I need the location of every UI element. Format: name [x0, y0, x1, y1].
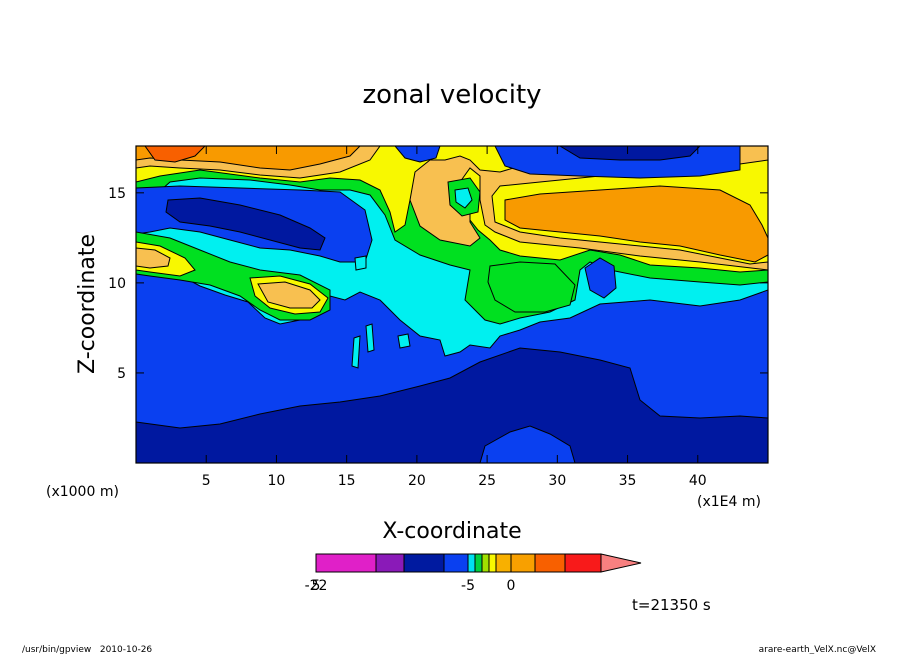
colorbar	[315, 553, 642, 573]
x-tick-label: 10	[268, 473, 286, 489]
colorbar-segment	[315, 553, 377, 573]
colorbar-segment	[375, 553, 405, 573]
y-tick-label: 5	[117, 366, 126, 382]
contour-region-cyan-speck-3	[351, 335, 361, 369]
contour-region-blue-bottom	[479, 425, 576, 463]
y-axis-title: Z-coordinate	[75, 234, 100, 374]
x-tick-label: 5	[202, 473, 211, 489]
contour-region-darkblue-topright	[559, 146, 701, 161]
contour-region-cyan-speck-1	[397, 333, 411, 349]
colorbar-label: 5	[312, 578, 321, 594]
contour-plot	[136, 146, 768, 463]
y-axis: 5 10 15	[108, 186, 768, 382]
contour-region-darkblue-mid	[165, 197, 326, 251]
contour-region-lightorange-tongue	[257, 281, 321, 309]
contour-region-lightorange-left	[136, 247, 171, 269]
colorbar-segment	[510, 553, 536, 573]
x-tick-label: 20	[408, 473, 426, 489]
colorbar-segment	[467, 553, 476, 573]
x-tick-label: 40	[689, 473, 707, 489]
contour-region-green-center	[487, 261, 576, 313]
x-unit-right: (x1E4 m)	[697, 494, 761, 510]
colorbar-segment	[481, 553, 490, 573]
colorbar-label: -5	[461, 578, 475, 594]
colorbar-segment	[564, 553, 602, 573]
contour-region-darkblue-lower	[136, 347, 768, 463]
contour-region-cyan-speck-4	[354, 255, 367, 271]
contour-region-lightorange-upper	[136, 146, 768, 271]
chart-title: zonal velocity	[362, 80, 541, 110]
contour-region-cyan-pocket	[454, 187, 473, 209]
colorbar-segment	[495, 553, 512, 573]
plot-frame	[135, 145, 769, 464]
colorbar-segment	[403, 553, 445, 573]
y-tick-label: 15	[108, 186, 126, 202]
time-label: t=21350 s	[632, 596, 711, 614]
contour-region-redorange-top	[144, 146, 206, 163]
footer-left: /usr/bin/gpview 2010-10-26	[22, 645, 152, 654]
colorbar-segment	[443, 553, 469, 573]
x-tick-label: 25	[478, 473, 496, 489]
colorbar-segment	[488, 553, 497, 573]
footer-right: arare-earth_VelX.nc@VelX	[759, 645, 876, 654]
x-axis: 5 10 15 20 25 30 35 40	[202, 146, 707, 489]
x-unit-left: (x1000 m)	[46, 484, 119, 500]
contour-region-orange-right	[504, 185, 768, 263]
colorbar-label: -22	[305, 578, 328, 594]
contour-region-blue-top	[394, 146, 441, 163]
contour-region-cyan-speck-2	[365, 323, 375, 353]
x-tick-label: 35	[619, 473, 637, 489]
y-tick-label: 10	[108, 276, 126, 292]
x-axis-title: X-coordinate	[382, 519, 521, 544]
colorbar-labels: -22 -5 0 5	[305, 578, 516, 594]
colorbar-extend-arrow	[600, 553, 642, 573]
colorbar-segment	[534, 553, 566, 573]
x-tick-label: 15	[338, 473, 356, 489]
colorbar-label: 0	[507, 578, 516, 594]
x-tick-label: 30	[548, 473, 566, 489]
contour-region-blue-hole	[584, 257, 617, 299]
colorbar-segment	[474, 553, 483, 573]
